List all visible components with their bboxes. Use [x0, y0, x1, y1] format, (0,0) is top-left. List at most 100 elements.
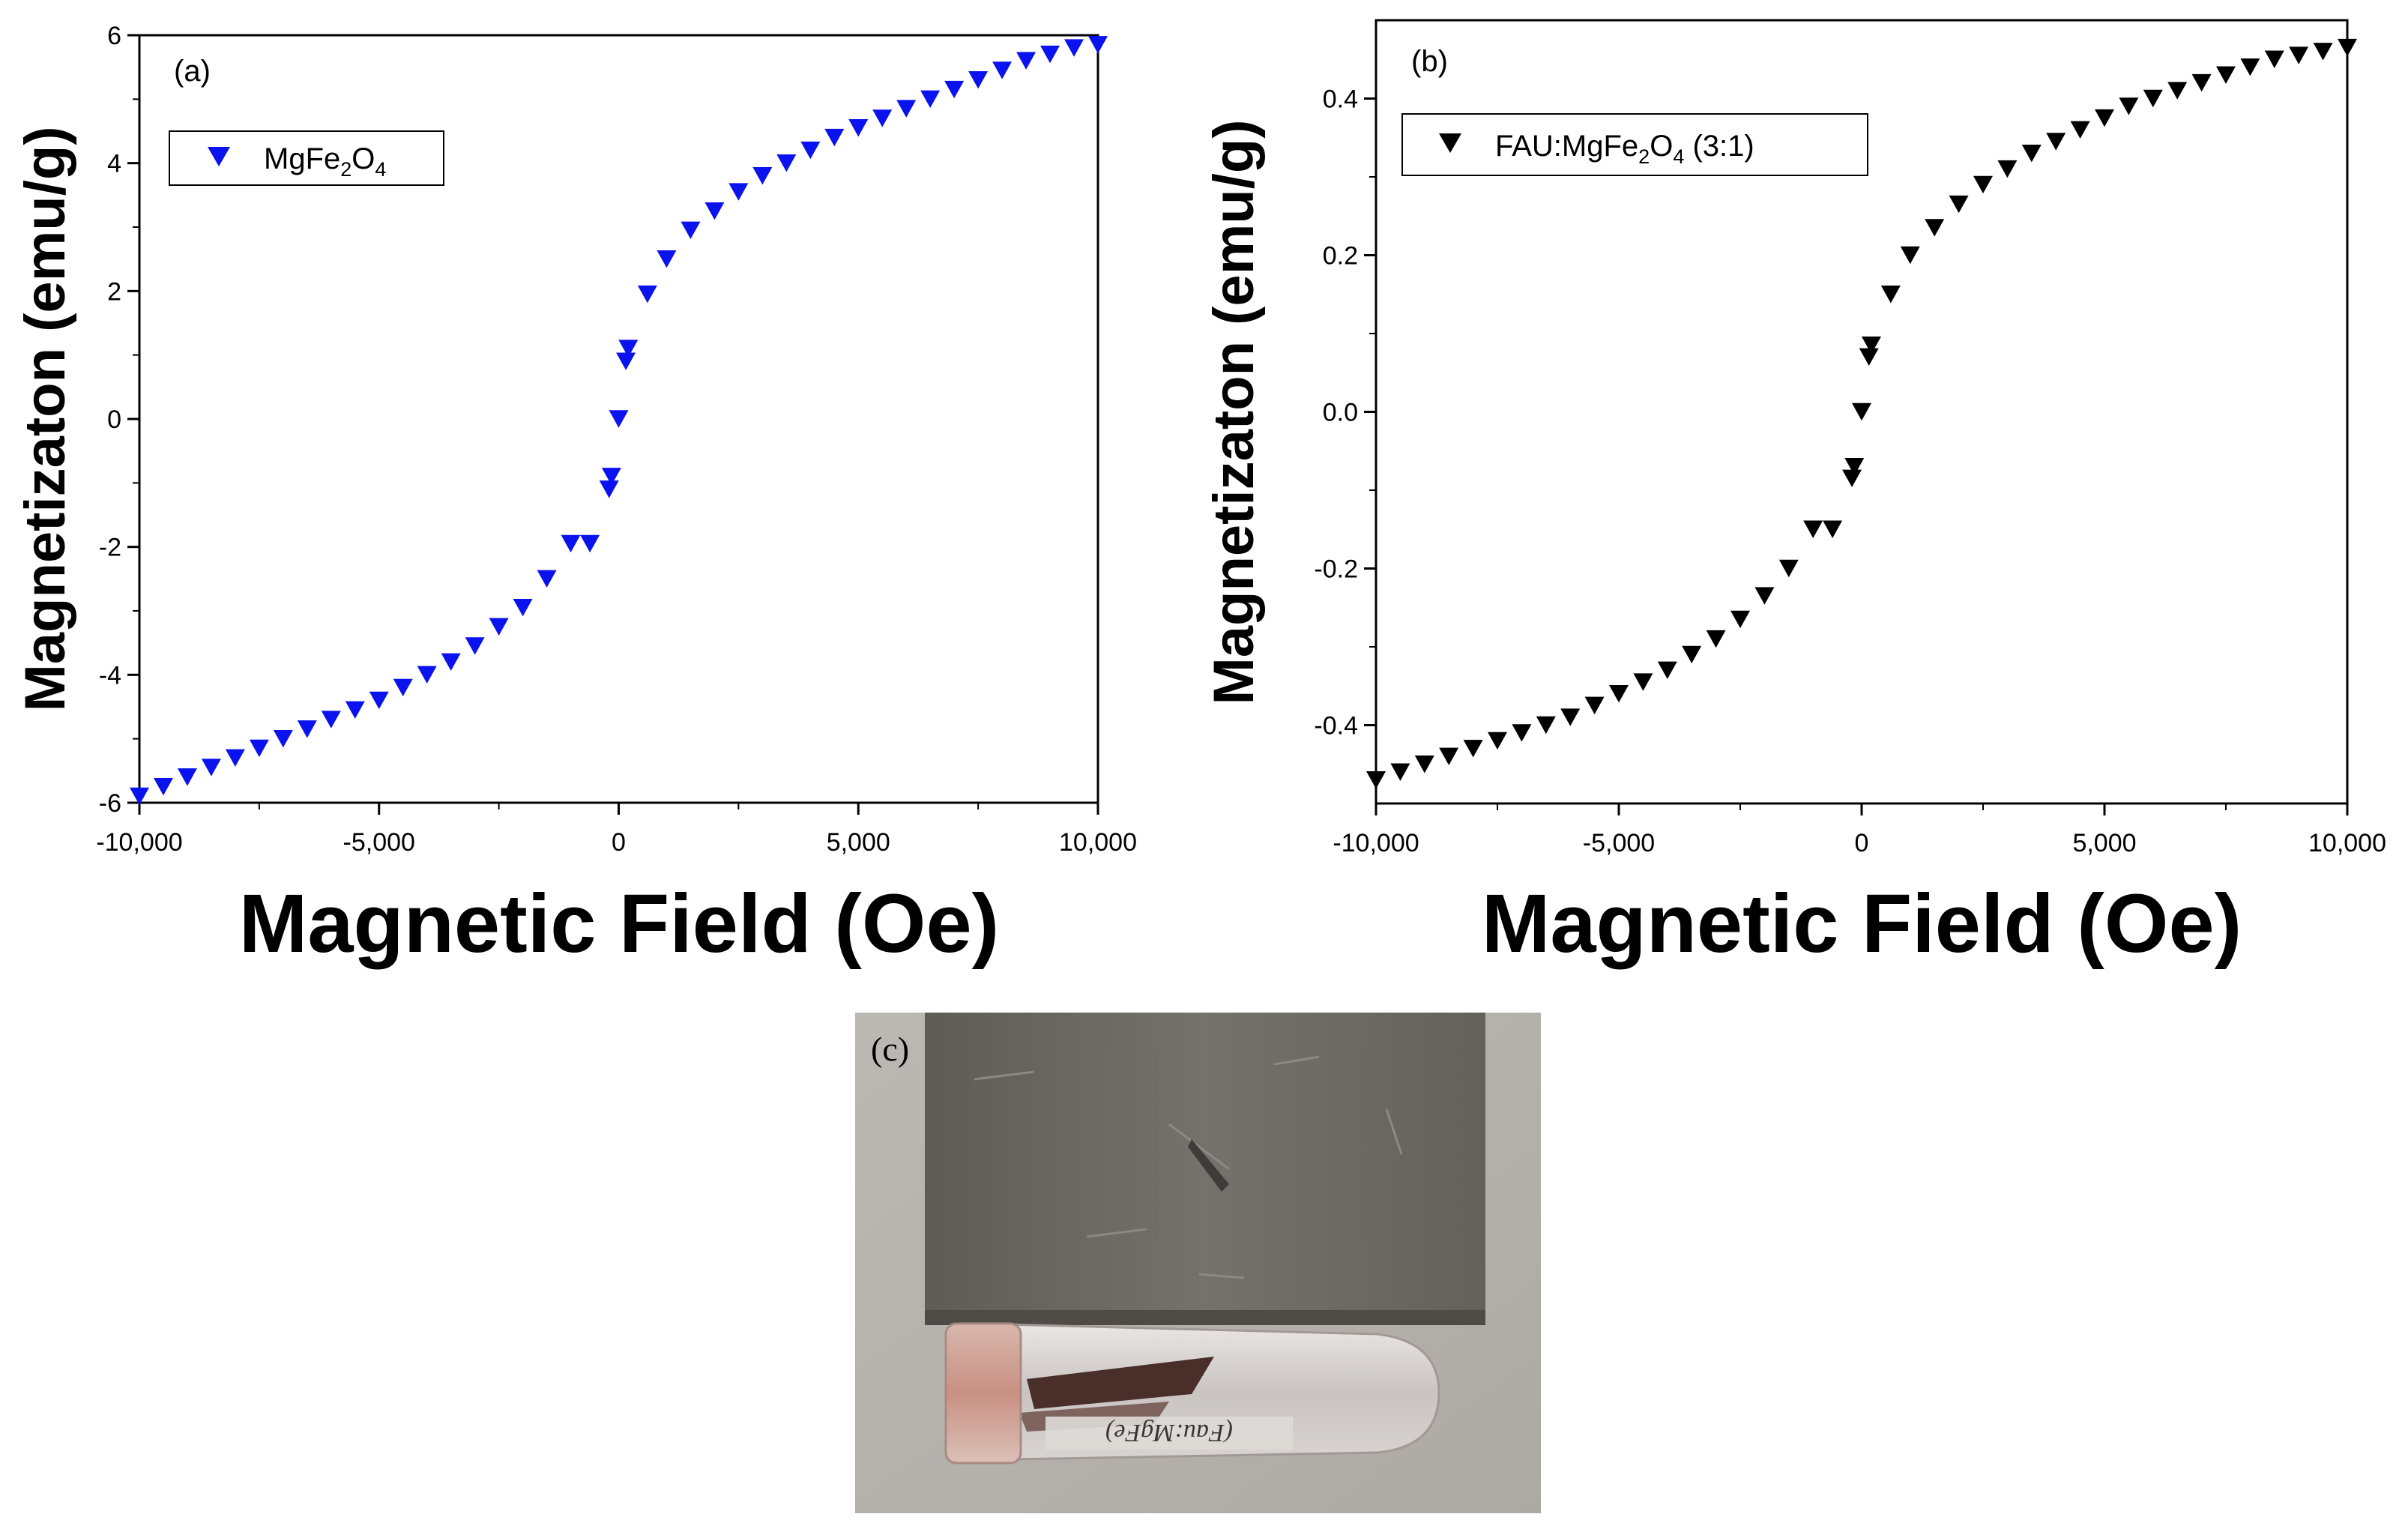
- x-tick-label: 0: [612, 828, 626, 857]
- data-point: [1414, 756, 1434, 773]
- panel-label-c: (c): [871, 1030, 909, 1068]
- data-point: [561, 534, 581, 553]
- data-point: [153, 777, 173, 796]
- data-point: [944, 80, 965, 99]
- data-point: [441, 653, 461, 671]
- data-point: [848, 119, 869, 137]
- data-point: [1852, 402, 1871, 421]
- data-point: [1861, 336, 1881, 355]
- x-tick-label: 10,000: [1059, 828, 1137, 857]
- x-tick-label: -5,000: [1583, 829, 1655, 857]
- data-point: [1512, 724, 1532, 742]
- data-point: [2167, 82, 2188, 100]
- legend-label-a: MgFe2O4: [264, 142, 386, 181]
- data-point: [1488, 732, 1507, 750]
- x-tick-label: -5,000: [343, 828, 415, 857]
- data-point: [752, 167, 773, 185]
- data-point: [681, 221, 701, 239]
- data-point: [537, 570, 557, 588]
- x-tick-label: 5,000: [2072, 829, 2136, 857]
- legend-marker-b: [1439, 133, 1461, 153]
- legend-b: FAU:MgFe2O4 (3:1): [1401, 113, 1868, 176]
- data-point: [1925, 219, 1945, 237]
- x-tick-label: 10,000: [2308, 829, 2386, 857]
- x-tick-label: -10,000: [96, 828, 182, 857]
- data-point: [704, 202, 725, 220]
- data-point: [609, 410, 629, 428]
- magnet-bottom-edge: [925, 1310, 1485, 1325]
- data-point: [1016, 52, 1036, 70]
- data-point: [1390, 763, 1410, 781]
- data-point: [618, 340, 639, 358]
- data-point: [2046, 133, 2066, 151]
- data-point: [1536, 716, 1556, 735]
- data-point: [177, 768, 197, 786]
- data-point: [249, 739, 269, 758]
- y-tick-label: 0.2: [1323, 242, 1358, 271]
- data-point: [1778, 559, 1799, 578]
- chart-panel-a: (a) -10,000 -5,000 0 5,000 10,000-6-4-20246 …: [13, 22, 1137, 970]
- data-point: [1439, 747, 1459, 765]
- y-tick-label: 6: [107, 22, 121, 50]
- data-point: [1754, 587, 1775, 605]
- axis-ticks-b: -10,000 -5,000 0 5,000 10,000 -0.4 -0.2 0.0 0.2 0…: [1314, 85, 2386, 858]
- data-point: [225, 749, 245, 767]
- data-point: [1730, 610, 1750, 629]
- legend-label-b: FAU:MgFe2O4 (3:1): [1495, 130, 1754, 168]
- panel-label-b: (b): [1411, 45, 1448, 78]
- legend-marker-a: [208, 147, 230, 166]
- data-point: [824, 128, 845, 147]
- y-tick-label: 0.0: [1323, 399, 1358, 427]
- data-point: [1633, 673, 1653, 691]
- data-point: [800, 141, 821, 160]
- data-point: [601, 468, 621, 486]
- data-point: [1463, 740, 1483, 758]
- data-point: [580, 534, 600, 553]
- legend-box-b: [1401, 113, 1868, 176]
- data-point: [1366, 770, 1386, 789]
- data-point: [920, 90, 941, 109]
- vial-contents: [1027, 1357, 1214, 1409]
- data-point: [1040, 45, 1060, 64]
- data-point: [273, 729, 293, 748]
- vial-writing: (Fau:MgFe): [1105, 1419, 1233, 1447]
- x-axis-label-a: Magnetic Field (Oe): [239, 878, 1000, 970]
- data-point: [297, 720, 317, 738]
- data-point: [1823, 520, 1843, 538]
- data-point: [2143, 89, 2163, 108]
- data-point: [2338, 38, 2357, 57]
- x-tick-label: 0: [1855, 829, 1869, 857]
- x-tick-label: 5,000: [827, 828, 890, 857]
- data-point: [1842, 469, 1862, 488]
- data-point: [2021, 144, 2042, 163]
- vial-cap: [944, 1322, 1022, 1465]
- data-point: [489, 618, 509, 636]
- y-tick-label: -6: [99, 789, 121, 818]
- data-point: [1803, 520, 1823, 538]
- data-point: [896, 100, 917, 118]
- data-point: [1997, 160, 2018, 178]
- y-tick-label: 2: [107, 277, 121, 306]
- data-point: [2289, 46, 2309, 64]
- data-point: [130, 787, 149, 806]
- data-point: [2264, 50, 2284, 68]
- data-point: [417, 666, 437, 684]
- data-point: [513, 599, 533, 617]
- data-point: [1609, 685, 1629, 703]
- data-point: [637, 285, 657, 304]
- data-point: [201, 759, 221, 776]
- panel-label-a: (a): [174, 55, 211, 88]
- y-tick-label: -2: [99, 534, 121, 562]
- data-series-b: [1366, 38, 2357, 789]
- data-point: [1844, 457, 1865, 476]
- data-point: [321, 711, 341, 729]
- data-point: [2095, 109, 2114, 127]
- data-point: [345, 701, 365, 719]
- data-point: [1682, 645, 1702, 664]
- data-point: [465, 637, 485, 655]
- data-point: [1560, 708, 1581, 726]
- y-tick-label: 4: [107, 150, 121, 178]
- data-point: [776, 154, 797, 172]
- data-point: [657, 250, 677, 268]
